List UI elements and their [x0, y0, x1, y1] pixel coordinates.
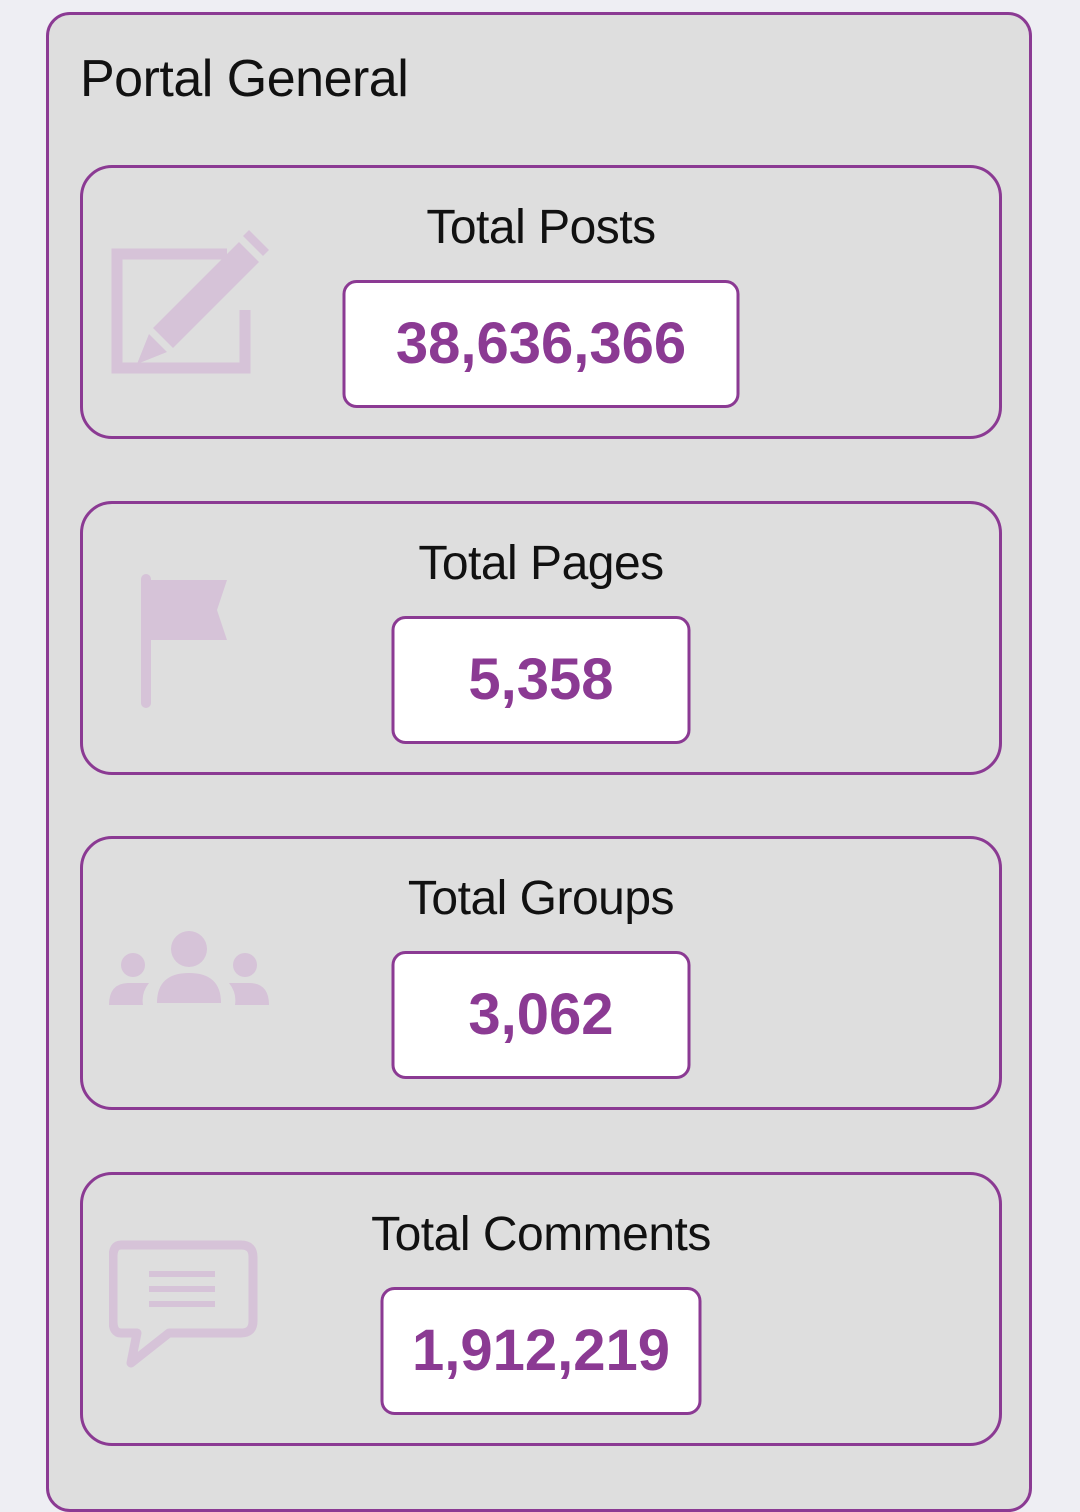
comment-icon [109, 1235, 269, 1385]
stat-card-posts[interactable]: Total Posts 38,636,366 [80, 165, 1002, 439]
stat-label-groups: Total Groups [407, 872, 675, 925]
stat-label-pages: Total Pages [418, 537, 664, 590]
stat-value-posts: 38,636,366 [395, 311, 687, 376]
stat-value-box-groups: 3,062 [391, 951, 691, 1079]
portal-general-panel: Portal General Total Posts 38,636,366 To… [46, 12, 1032, 1512]
users-icon [109, 899, 269, 1049]
stat-value-comments: 1,912,219 [411, 1318, 671, 1383]
stat-card-comments[interactable]: Total Comments 1,912,219 [80, 1172, 1002, 1446]
stat-value-box-posts: 38,636,366 [342, 280, 740, 408]
stat-value-pages: 5,358 [468, 647, 614, 712]
stat-card-pages[interactable]: Total Pages 5,358 [80, 501, 1002, 775]
stat-value-box-pages: 5,358 [391, 616, 691, 744]
flag-icon [109, 564, 269, 714]
stat-label-posts: Total Posts [426, 201, 656, 254]
edit-icon [109, 228, 269, 378]
stat-value-box-comments: 1,912,219 [380, 1287, 702, 1415]
panel-title: Portal General [80, 50, 409, 108]
stat-label-comments: Total Comments [371, 1208, 711, 1261]
stat-value-groups: 3,062 [468, 982, 614, 1047]
stat-card-groups[interactable]: Total Groups 3,062 [80, 836, 1002, 1110]
